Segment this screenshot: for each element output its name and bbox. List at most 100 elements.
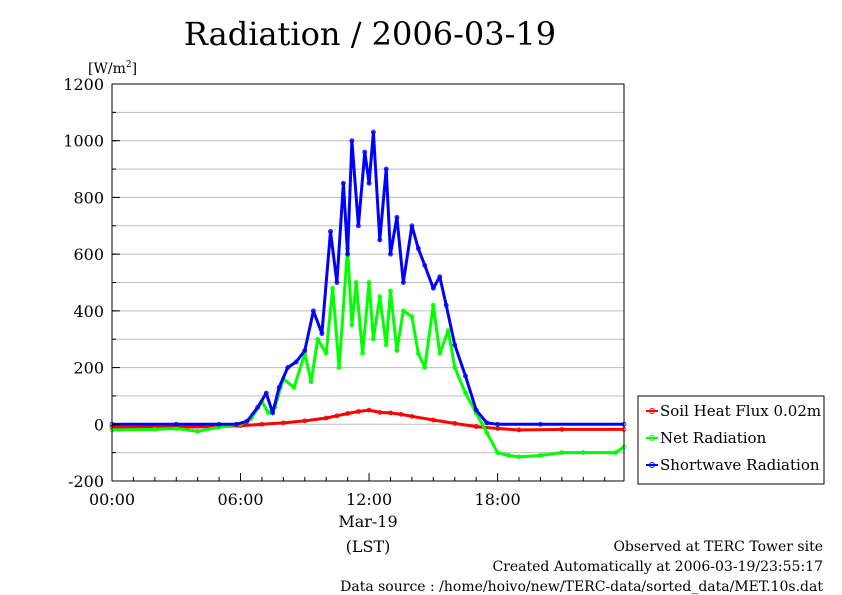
series-point [452,421,458,426]
series-point [233,421,239,427]
series-point [422,263,428,268]
x-tick-label: 00:00 [89,490,135,509]
series-point [452,365,458,370]
series-point [613,450,618,456]
series-point [152,426,158,432]
legend-label: Net Radiation [660,429,767,447]
series-point [505,453,511,458]
series-point [383,342,389,348]
series-point [388,251,393,257]
series-point [302,348,308,353]
series-point [323,415,329,421]
series-point [484,430,490,436]
series-point [353,280,359,285]
series-point [370,129,376,135]
series-point [377,294,383,300]
series-point [400,308,406,314]
footer-observed: Observed at TERC Tower site [613,539,823,555]
series-point [319,331,325,336]
series-point [355,409,361,414]
series-point [263,390,269,396]
series-point [270,410,276,416]
series-point [452,342,458,348]
axes: -200 0 200 400 600 800 1000 1200 00:00 06:00 12:00… [63,75,606,509]
series-point [302,418,308,424]
series-point [538,421,543,427]
series-point [484,420,490,426]
y-tick-label: 0 [94,415,104,434]
series-point [415,246,421,251]
series-point [255,404,261,410]
series-point [388,410,393,416]
legend-marker [649,435,655,441]
series-point [315,336,321,342]
legend-label: Soil Heat Flux 0.02m [660,402,821,420]
series-point [173,421,179,427]
series-point [291,385,297,390]
series-point [336,365,342,370]
series-point [293,359,299,365]
series-point [473,424,479,429]
y-tick-label: 600 [73,245,104,264]
series-point [437,274,443,280]
series-point [280,420,286,426]
series-point [409,413,415,419]
series-point [580,450,586,456]
y-tick-label: 200 [73,359,104,378]
series-point [366,407,372,413]
series-point [495,421,501,427]
series-line-2 [112,130,624,426]
series-point [383,166,389,172]
y-tick-label: 1200 [63,75,104,94]
legend-label: Shortwave Radiation [660,456,820,474]
legend-marker [649,462,655,468]
series-point [330,285,336,291]
series-point [323,350,329,356]
series-line-0 [112,408,624,432]
series-point [366,280,372,285]
series-lines [109,129,627,460]
series-point [308,379,314,385]
series-point [334,280,340,285]
footer-created: Created Automatically at 2006-03-19/23:5… [492,559,823,575]
y-tick-label: 400 [73,302,104,321]
legend-marker [649,408,655,414]
y-tick-label: 1000 [63,132,104,151]
series-point [516,454,522,460]
series-point [437,350,443,356]
legend: Soil Heat Flux 0.02m Net Radiation Shortwa… [637,395,825,485]
series-point [430,417,436,423]
series-point [216,421,222,427]
series-point [409,314,415,319]
series-point [388,288,393,294]
series-point [366,180,372,186]
y-tick-label: -200 [68,472,104,491]
series-point [422,365,428,370]
series-point [276,385,282,390]
series-point [463,373,468,379]
series-point [349,138,355,144]
series-point [370,336,376,342]
series-point [328,229,333,234]
series-point [415,350,421,356]
series-point [559,450,565,456]
series-point [430,285,436,291]
series-point [244,419,250,424]
series-point [340,180,346,186]
series-point [559,426,565,432]
series-point [443,302,449,308]
footer-source: Data source : /home/hoivo/new/TERC-data/… [340,579,823,595]
series-point [285,365,291,370]
x-tick-label: 06:00 [217,490,263,509]
series-point [495,450,501,456]
series-point [345,251,351,257]
series-point [259,421,265,427]
series-point [394,348,400,353]
series-point [398,411,404,417]
series-point [400,280,406,285]
y-axis-unit: [W/m2] [88,60,137,77]
chart-title: Radiation / 2006-03-19 [184,15,556,53]
series-point [310,308,316,314]
series-point [430,302,436,308]
